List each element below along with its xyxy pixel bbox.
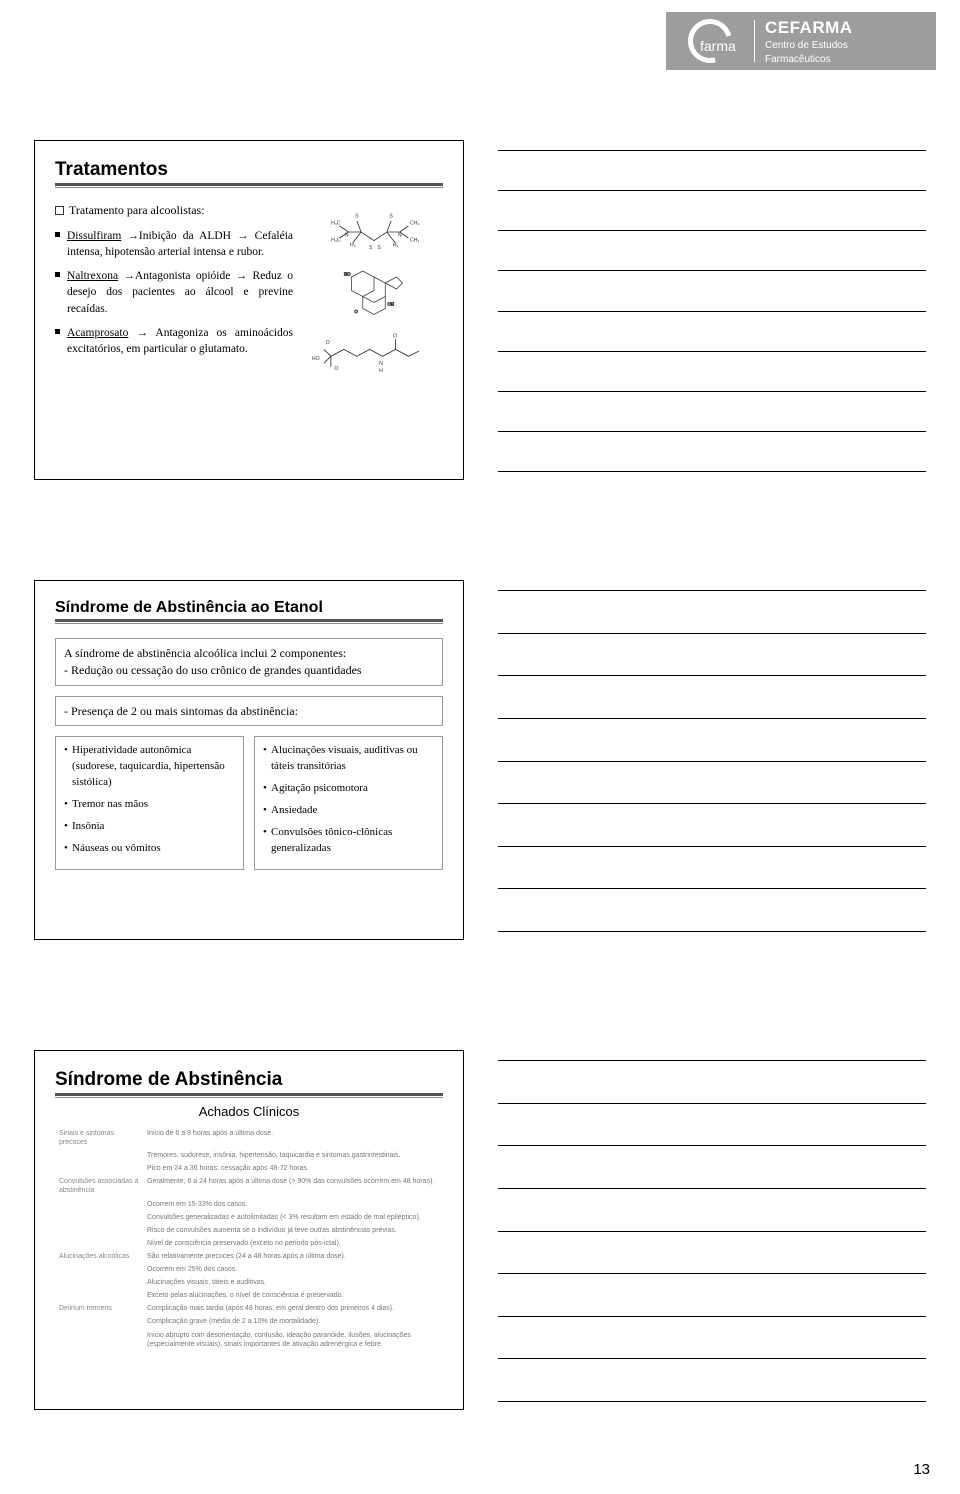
slide1-item-1: Dissulfiram →Inibição da ALDH → Cefaléia… [55, 228, 293, 260]
table-row-header: Sinais e sintomas precoces [55, 1127, 143, 1149]
svg-text:HO: HO [344, 272, 351, 277]
table-row-header [55, 1276, 143, 1289]
svg-text:CH₃: CH₃ [410, 220, 420, 226]
table-row-cell: Início de 6 a 8 horas após a última dose… [143, 1127, 443, 1149]
table-row-cell: Tremores, sudorese, insônia, hipertensão… [143, 1149, 443, 1162]
svg-text:O: O [355, 309, 359, 314]
brand-logo: farma CEFARMA Centro de Estudos Farmacêu… [666, 12, 936, 70]
slide2-title: Síndrome de Abstinência ao Etanol [55, 599, 443, 617]
table-row-cell: Ocorrem em 15-33% dos casos. [143, 1198, 443, 1211]
svg-text:H₂: H₂ [350, 243, 356, 249]
svg-text:H: H [379, 368, 383, 374]
svg-text:H₂: H₂ [393, 243, 399, 249]
svg-text:H₃C: H₃C [331, 220, 341, 226]
table-row-cell: Complicação mais tardia (após 48 horas, … [143, 1302, 443, 1315]
svg-text:OH: OH [388, 302, 395, 307]
table-row-header [55, 1263, 143, 1276]
slide1-item-2: Naltrexona →Antagonista opióide → Reduz … [55, 268, 293, 316]
svg-text:S: S [369, 245, 373, 251]
slide-achados-clinicos: Síndrome de Abstinência Achados Clínicos… [34, 1050, 464, 1410]
table-row-header [55, 1211, 143, 1224]
table-row-cell: Nível de consciência preservado (exceto … [143, 1237, 443, 1250]
table-row-header [55, 1237, 143, 1250]
table-row-header [55, 1162, 143, 1175]
slide3-title: Síndrome de Abstinência [55, 1069, 443, 1091]
disulfiram-structure-icon: SS SS H₃CH₃C CH₃CH₃ NN H₂H₂ [305, 202, 443, 262]
slide2-right-col: Alucinações visuais, auditivas ou táteis… [254, 736, 443, 870]
slide1-intro: Tratamento para alcoolistas: [55, 202, 293, 218]
page-number: 13 [913, 1461, 930, 1478]
logo-sub2: Farmacêuticos [765, 54, 926, 66]
slide-sindrome-etanol: Síndrome de Abstinência ao Etanol A sínd… [34, 580, 464, 940]
clinical-findings-table: Sinais e sintomas precocesInício de 6 a … [55, 1127, 443, 1351]
svg-text:S: S [355, 213, 359, 219]
table-row-header: Alucinações alcoólicas [55, 1250, 143, 1263]
table-row-header [55, 1315, 143, 1328]
svg-text:O: O [326, 340, 330, 346]
table-row-cell: Pico em 24 a 36 horas; cessação após 48-… [143, 1162, 443, 1175]
logo-title: CEFARMA [765, 18, 926, 38]
slide1-item-3: Acamprosato → Antagoniza os aminoácidos … [55, 325, 293, 357]
table-row-header [55, 1329, 143, 1351]
logo-mark: farma [666, 12, 754, 70]
notes-area-3 [498, 1050, 926, 1410]
table-row-header: Convulsões associadas à abstinência [55, 1175, 143, 1197]
svg-text:S: S [389, 213, 393, 219]
table-row-cell: Início abrupto com desorientação, confus… [143, 1329, 443, 1351]
logo-small-text: farma [700, 38, 736, 54]
table-row-cell: Complicação grave (média de 2 a 10% de m… [143, 1315, 443, 1328]
acamprosate-structure-icon: HO O O NH O [305, 322, 443, 382]
slide2-box1: A síndrome de abstinência alcoólica incl… [55, 638, 443, 686]
slide2-left-col: Hiperatividade autonômica (sudorese, taq… [55, 736, 244, 870]
table-row-header [55, 1224, 143, 1237]
table-row-cell: Alucinações visuais, táteis e auditivas. [143, 1276, 443, 1289]
table-row-header [55, 1289, 143, 1302]
svg-text:S: S [377, 245, 381, 251]
svg-text:N: N [398, 232, 402, 238]
slide-tratamentos: Tratamentos Tratamento para alcoolistas:… [34, 140, 464, 480]
table-row-cell: São relativamente precoces (24 a 48 hora… [143, 1250, 443, 1263]
svg-text:O: O [393, 333, 397, 339]
svg-text:H₃C: H₃C [331, 237, 341, 243]
svg-text:CH₃: CH₃ [410, 237, 420, 243]
svg-text:HO: HO [312, 356, 320, 362]
table-row-header [55, 1149, 143, 1162]
svg-text:N: N [379, 361, 383, 367]
logo-sub1: Centro de Estudos [765, 40, 926, 52]
table-row-cell: Risco de convulsões aumenta se o indivíd… [143, 1224, 443, 1237]
notes-area-1 [498, 140, 926, 480]
svg-text:N: N [345, 232, 349, 238]
svg-text:O: O [334, 366, 338, 372]
naltrexone-structure-icon: HO OH O [305, 262, 443, 322]
table-row-header [55, 1198, 143, 1211]
table-row-cell: Ocorrem em 25% dos casos. [143, 1263, 443, 1276]
table-row-header: Delirium tremens [55, 1302, 143, 1315]
table-row-cell: Convulsões generalizadas e autolimitadas… [143, 1211, 443, 1224]
slide2-box2: - Presença de 2 ou mais sintomas da abst… [55, 696, 443, 727]
table-row-cell: Geralmente, 6 a 24 horas após a última d… [143, 1175, 443, 1197]
slide3-subtitle: Achados Clínicos [124, 1104, 374, 1119]
slide1-title: Tratamentos [55, 159, 443, 181]
notes-area-2 [498, 580, 926, 940]
table-row-cell: Exceto pelas alucinações, o nível de con… [143, 1289, 443, 1302]
